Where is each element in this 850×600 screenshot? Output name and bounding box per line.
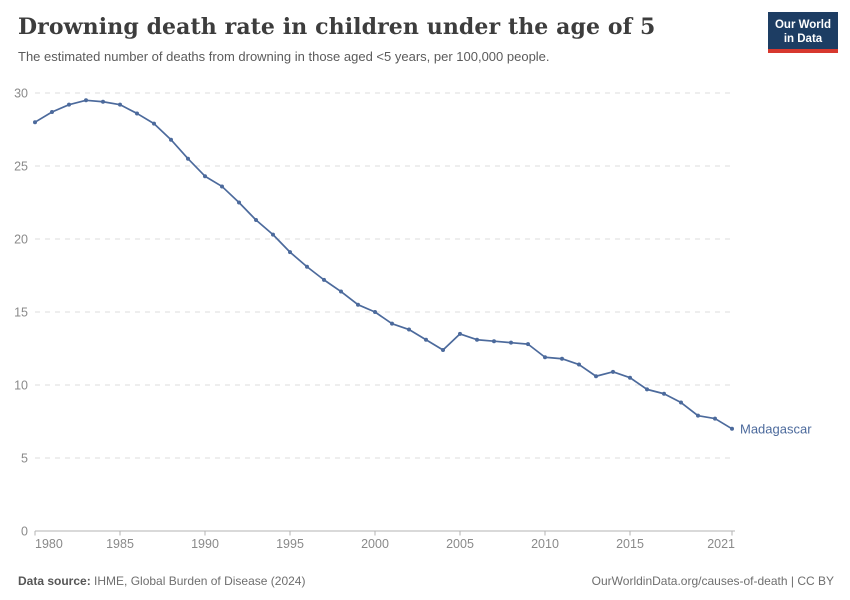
data-point[interactable] [254,218,258,223]
x-axis-tick-label: 2005 [446,537,474,551]
data-point[interactable] [135,111,139,116]
data-point[interactable] [492,339,496,344]
data-point[interactable] [696,413,700,418]
data-point[interactable] [390,321,394,326]
data-point[interactable] [407,327,411,332]
chart-subtitle: The estimated number of deaths from drow… [18,49,550,64]
data-point[interactable] [271,232,275,237]
data-source-note: Data source: IHME, Global Burden of Dise… [18,574,305,588]
x-axis-tick-label: 2000 [361,537,389,551]
data-point[interactable] [169,137,173,142]
x-axis-tick-label: 2010 [531,537,559,551]
line-chart-canvas: 0 5 10 15 20 25 30 1980 1985 1990 1995 2000 2005 2010… [14,86,812,551]
chart-footer: Data source: IHME, Global Burden of Dise… [18,574,834,588]
y-axis-tick-label: 10 [14,378,28,392]
data-point[interactable] [237,200,241,205]
credit-link[interactable]: OurWorldinData.org/causes-of-death | CC … [591,574,834,588]
data-source-value: IHME, Global Burden of Disease (2024) [90,574,306,588]
data-point[interactable] [594,374,598,379]
data-point[interactable] [560,356,564,361]
data-point[interactable] [50,109,54,114]
data-point[interactable] [679,400,683,405]
x-axis-tick-label: 2021 [707,537,735,551]
data-point[interactable] [220,184,224,189]
data-point[interactable] [305,264,309,269]
y-axis-tick-label: 25 [14,159,28,173]
data-point[interactable] [339,289,343,294]
x-axis-tick-label: 1995 [276,537,304,551]
data-point[interactable] [458,331,462,336]
x-axis-tick-label: 1985 [106,537,134,551]
chart-header: Drowning death rate in children under th… [18,14,750,64]
y-axis-tick-label: 15 [14,305,28,319]
x-axis-tick-label: 1990 [191,537,219,551]
data-point[interactable] [101,99,105,104]
y-axis-tick-label: 5 [21,451,28,465]
data-point[interactable] [628,375,632,380]
y-axis-tick-label: 0 [21,524,28,538]
data-point[interactable] [543,355,547,360]
data-point[interactable] [33,120,37,125]
data-point[interactable] [713,416,717,421]
data-point[interactable] [526,342,530,347]
x-axis-tick-label: 2015 [616,537,644,551]
data-source-label: Data source: [18,574,91,588]
data-point[interactable] [611,369,615,374]
data-point[interactable] [118,102,122,107]
series-line-madagascar[interactable] [34,99,733,430]
y-axis-tick-label: 20 [14,232,28,246]
series-label-madagascar[interactable]: Madagascar [740,421,812,436]
page-title: Drowning death rate in children under th… [18,14,656,40]
owid-logo-line2: in Data [783,33,823,46]
data-point[interactable] [509,340,513,345]
data-point[interactable] [441,347,445,352]
data-point[interactable] [67,102,71,107]
data-point[interactable] [373,310,377,314]
owid-logo-line1: Our World [774,19,831,31]
owid-logo[interactable]: Our World in Data [768,12,838,53]
data-point[interactable] [356,302,360,307]
data-point[interactable] [203,174,207,179]
data-point[interactable] [475,337,479,342]
data-point[interactable] [577,362,581,367]
data-point[interactable] [424,337,428,342]
data-point[interactable] [645,387,649,392]
y-axis-tick-label: 30 [14,86,28,100]
data-point[interactable] [662,391,666,396]
data-point[interactable] [730,426,734,431]
x-axis-tick-label: 1980 [35,537,63,551]
data-point[interactable] [84,98,88,103]
data-point[interactable] [186,156,190,161]
data-point[interactable] [152,121,156,126]
data-point[interactable] [322,277,326,282]
data-point[interactable] [288,250,292,255]
